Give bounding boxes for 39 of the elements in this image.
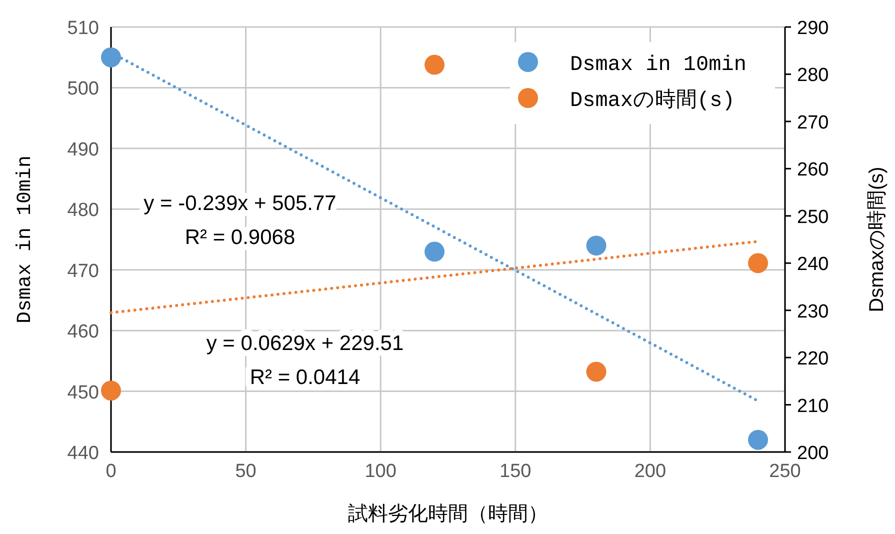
- annotation: y = -0.239x + 505.77 R² = 0.9068: [144, 192, 336, 249]
- y2-tick-label: 200: [797, 443, 829, 464]
- y2-tick-label: 210: [797, 396, 829, 417]
- x-tick-label: 0: [106, 461, 116, 482]
- x-tick-label: 50: [235, 461, 256, 482]
- y2-tick-label: 250: [797, 206, 829, 228]
- y2-axis-title: Dsmaxの時間(s): [866, 166, 888, 312]
- point: [748, 430, 768, 450]
- point: [101, 380, 121, 401]
- point: [748, 253, 768, 274]
- legend-label: Dsmaxの時間(s): [570, 88, 735, 113]
- point: [586, 362, 606, 382]
- x-axis-title: 試料劣化時間（時間）: [348, 503, 548, 525]
- y-tick-label: 450: [67, 382, 99, 404]
- x-tick-label: 100: [364, 461, 396, 482]
- y2-tick-label: 220: [797, 348, 829, 370]
- y-tick-label: 510: [67, 18, 99, 39]
- point: [586, 236, 606, 256]
- y-axis-title: Dsmax in 10min: [14, 155, 37, 324]
- y2-tick-label: 230: [797, 301, 829, 322]
- y-tick-label: 470: [67, 260, 99, 282]
- x-tick-label: 200: [634, 461, 666, 482]
- legend-label: Dsmax in 10min: [570, 54, 746, 77]
- y2-tick-label: 260: [797, 160, 829, 181]
- y-tick-label: 500: [67, 78, 99, 100]
- annotation: y = 0.0629x + 229.51 R² = 0.0414: [206, 332, 404, 389]
- point: [424, 54, 445, 75]
- y2-tick-label: 280: [797, 65, 829, 86]
- y2-tick-label: 290: [797, 18, 829, 39]
- point: [424, 242, 445, 262]
- x-tick-label: 250: [769, 461, 801, 482]
- y-tick-label: 440: [67, 443, 99, 464]
- y-tick-label: 480: [67, 200, 99, 222]
- x-tick-label: 150: [500, 461, 532, 482]
- y-tick-label: 460: [67, 322, 99, 343]
- point: [101, 47, 121, 68]
- y-tick-label: 490: [67, 139, 99, 160]
- y2-tick-label: 240: [797, 254, 829, 276]
- y2-tick-label: 270: [797, 112, 829, 134]
